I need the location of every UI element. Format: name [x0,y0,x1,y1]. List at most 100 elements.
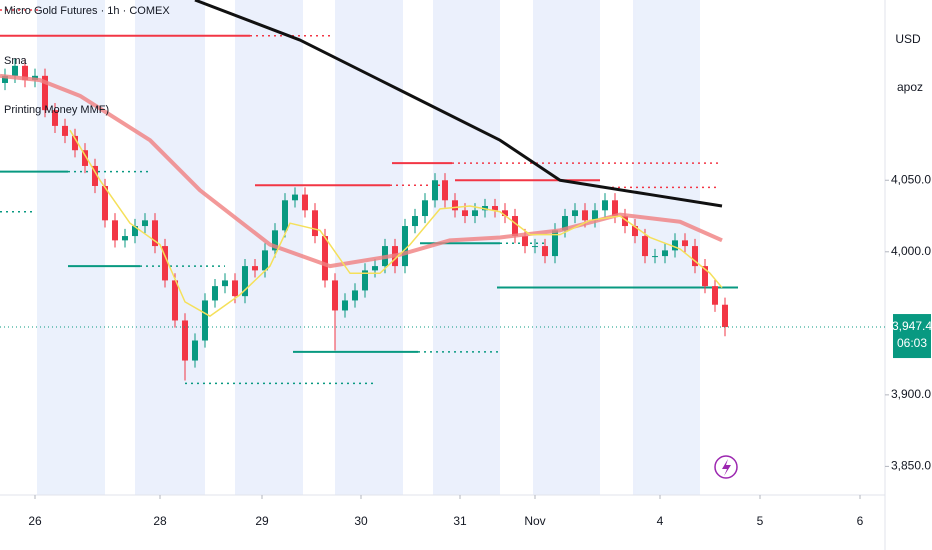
candle-body [432,180,438,201]
session-band [235,0,303,495]
indicator-label: Printing Money MMF) [4,104,109,116]
price-badge [893,314,931,359]
candle-body [12,65,18,76]
candle-body [462,210,468,217]
candle-body [592,210,598,221]
candle-body [642,236,648,257]
legend: Micro Gold Futures · 1h · COMEX Sma Prin… [4,5,170,116]
candle-body [662,250,668,257]
alert-icon-bolt [722,459,731,476]
candle-body [312,210,318,237]
session-band [433,0,500,495]
candle-body [542,246,548,257]
candle-body [232,280,238,297]
price-badge-label: 3,947.4 [892,319,932,333]
candle-body [72,135,78,151]
session-band [135,0,205,495]
candle-body [712,286,718,305]
candle-body [422,200,428,217]
candle-body [82,150,88,166]
candle-body [172,280,178,321]
candle-body [292,194,298,201]
candle-body [522,236,528,247]
candle-body [132,226,138,237]
candle-body [162,246,168,281]
candle-body [262,250,268,271]
x-tick-label: 29 [255,514,269,528]
x-tick-label: Nov [524,514,545,528]
candle-body [372,266,378,271]
candle-body [402,226,408,267]
x-tick-label: 5 [757,514,764,528]
x-tick-label: 30 [354,514,368,528]
candle-body [562,216,568,231]
y-tick-label: 3,850.0 [891,459,931,473]
x-tick-label: 28 [153,514,167,528]
candle-body [22,65,28,81]
candle-body [332,280,338,311]
candle-body [682,240,688,247]
ma-line [69,129,723,317]
candle-body [352,290,358,301]
chart-title: Micro Gold Futures · 1h · COMEX [4,5,170,17]
x-tick-label: 26 [28,514,42,528]
candle-body [532,246,538,248]
account[interactable]: apoz [897,80,923,94]
candle-body [92,165,98,186]
countdown-label: 06:03 [897,336,927,350]
candle-body [452,200,458,211]
candle-body [412,216,418,227]
candle-body [102,185,108,221]
candle-body [52,110,58,126]
y-tick-label: 3,900.0 [891,387,931,401]
candle-body [322,236,328,281]
candle-body [252,266,258,271]
plot [0,0,738,385]
candle-body [212,286,218,301]
candle-body [362,270,368,291]
session-bands [37,0,700,495]
candle-body [2,75,8,83]
candle-body [572,210,578,217]
session-band [37,0,105,495]
x-tick-label: 4 [657,514,664,528]
candle-body [42,75,48,111]
candle-body [192,340,198,361]
candle-body [502,210,508,217]
candle-body [62,125,68,136]
y-tick-label: 4,050.0 [891,172,931,186]
ma-line [194,0,723,208]
candle-body [722,304,728,328]
candle-body [692,246,698,267]
candle-body [122,236,128,241]
candle-body [472,210,478,217]
candle-body [342,300,348,311]
alert-icon[interactable] [714,455,738,479]
candle-body [182,320,188,361]
session-band [335,0,403,495]
candle-body [272,230,278,251]
currency[interactable]: USD [895,32,921,46]
candle-body [702,266,708,287]
candle-body [612,200,618,217]
candle-body [242,266,248,297]
candle-body [552,230,558,257]
x-tick-label: 6 [857,514,864,528]
candle-body [622,216,628,227]
indicator-label: Sma [4,55,28,67]
candle-body [512,216,518,237]
candle-body [142,220,148,227]
candle-body [222,280,228,287]
alert-icon-ring [714,455,738,479]
candle-body [112,220,118,241]
candle-body [152,220,158,247]
candle-body [582,210,588,221]
candle-body [442,180,448,201]
x-tick-label: 31 [453,514,467,528]
candle-body [672,240,678,251]
candle-body [282,200,288,231]
candle-body [602,200,608,211]
candle-body [632,226,638,237]
